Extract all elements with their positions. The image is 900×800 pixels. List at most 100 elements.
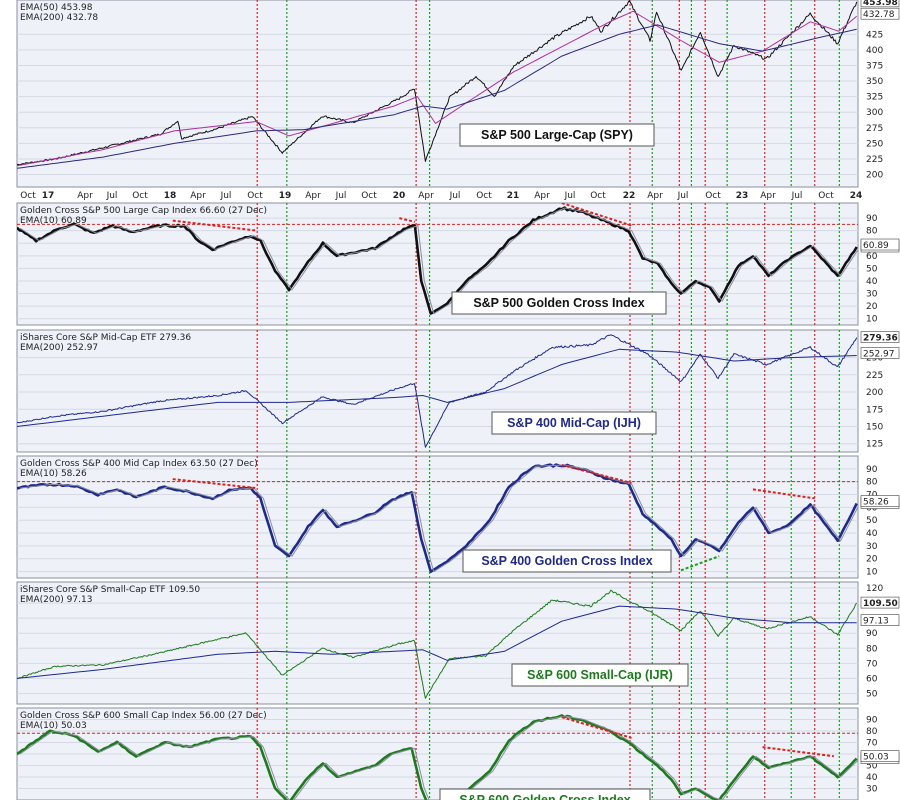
panel-5: 5060708090100110120iShares Core S&P Smal… <box>16 581 900 705</box>
y-tick-label: 30 <box>866 785 878 795</box>
y-tick-label: 125 <box>866 440 883 450</box>
y-tick-label: 90 <box>866 716 878 726</box>
panel-3: 125150175200225250iShares Core S&P Mid-C… <box>16 329 900 453</box>
series-ema10 <box>19 207 858 315</box>
x-tick-label: 20 <box>393 191 406 201</box>
x-tick-label: Jul <box>449 191 461 201</box>
y-tick-label: 40 <box>866 773 878 783</box>
series-price <box>17 589 858 699</box>
legend-entry: EMA(10) 50.03 <box>20 721 87 731</box>
x-tick-label: Jul <box>220 191 232 201</box>
y-tick-label: 90 <box>866 214 878 224</box>
panel-1: 200 225 250 275 300 325 350 375 400 425 EMA(50) 45… <box>16 0 900 188</box>
trendline <box>762 746 834 758</box>
y-tick-label: 200 <box>866 171 883 181</box>
y-tick-label: 300 <box>866 108 883 118</box>
x-tick-label: Oct <box>818 191 834 201</box>
last-value-label: 252.97 <box>863 350 895 360</box>
y-tick-label: 50 <box>866 762 878 772</box>
trendline <box>561 464 632 484</box>
y-tick-label: 50 <box>866 689 878 699</box>
annotation-label: S&P 500 Large-Cap (SPY) <box>481 128 633 142</box>
x-tick-label: 17 <box>42 191 55 201</box>
x-tick-label: Apr <box>77 191 93 201</box>
x-tick-label: Oct <box>705 191 721 201</box>
plot-area <box>16 0 859 188</box>
annotation-box <box>451 291 667 315</box>
series-price <box>17 334 858 448</box>
series-price <box>17 0 858 166</box>
last-value-box <box>860 347 900 359</box>
plot-area <box>16 581 859 705</box>
y-tick-label: 90 <box>866 465 878 475</box>
y-tick-label: 40 <box>866 529 878 539</box>
y-tick-label: 30 <box>866 290 878 300</box>
trendline <box>399 217 416 223</box>
annotation-box <box>459 123 655 147</box>
y-tick-label: 225 <box>866 155 883 165</box>
last-value-box <box>860 0 900 8</box>
legend-entry: Golden Cross S&P 600 Small Cap Index 56.… <box>20 711 267 721</box>
y-tick-label: 60 <box>866 252 878 262</box>
y-tick-label: 350 <box>866 77 883 87</box>
panel-6: 30405060708090Golden Cross S&P 600 Small… <box>16 707 900 800</box>
x-tick-label: 24 <box>850 191 863 201</box>
x-tick-label: 21 <box>507 191 520 201</box>
last-value-label: 50.03 <box>863 753 889 763</box>
last-value-label: 60.89 <box>863 241 889 251</box>
last-value-label: 109.50 <box>863 599 898 609</box>
series-ema50 <box>17 10 858 167</box>
y-tick-label: 70 <box>866 659 878 669</box>
annotation-box <box>462 549 672 573</box>
x-tick-label: Jul <box>677 191 689 201</box>
legend-entry: EMA(10) 60.89 <box>20 216 87 226</box>
last-value-box <box>860 238 900 251</box>
signal-lines <box>256 203 840 325</box>
last-value-box <box>860 614 900 626</box>
y-tick-label: 60 <box>866 674 878 684</box>
signal-lines <box>256 708 840 800</box>
annotation-label: S&P 600 Golden Cross Index <box>459 793 630 800</box>
time-axis-strip <box>17 188 858 202</box>
series-gci <box>17 714 858 800</box>
last-value-label: 432.78 <box>863 10 895 20</box>
annotation-label: S&P 400 Golden Cross Index <box>481 554 652 568</box>
y-tick-label: 375 <box>866 61 883 71</box>
last-value-label: 58.26 <box>863 498 889 508</box>
y-tick-label: 80 <box>866 227 878 237</box>
y-tick-label: 225 <box>866 371 883 381</box>
x-tick-label: Oct <box>20 191 36 201</box>
x-tick-label: Apr <box>760 191 776 201</box>
x-tick-label: Jul <box>106 191 118 201</box>
series-group <box>17 463 858 573</box>
y-tick-label: 50 <box>866 264 878 274</box>
panel-4: 102030405060708090Golden Cross S&P 400 M… <box>16 455 900 579</box>
last-value-label: 279.36 <box>863 334 898 344</box>
y-tick-label: 175 <box>866 405 883 415</box>
legend-entry: EMA(200) 97.13 <box>20 595 92 605</box>
series-group <box>17 203 858 315</box>
last-value-label: 453.98 <box>863 0 898 8</box>
x-tick-label: 22 <box>623 191 636 201</box>
series-gci <box>17 206 858 315</box>
last-value-box <box>860 750 900 762</box>
annotation-label: S&P 500 Golden Cross Index <box>473 296 644 310</box>
y-tick-label: 120 <box>866 584 883 594</box>
annotation-label: S&P 600 Small-Cap (IJR) <box>527 668 673 682</box>
x-tick-label: 23 <box>736 191 749 201</box>
y-tick-label: 400 <box>866 46 883 56</box>
plot-area <box>16 202 859 326</box>
x-tick-label: Apr <box>647 191 663 201</box>
x-tick-label: Apr <box>305 191 321 201</box>
trendline <box>680 555 720 572</box>
y-tick-label: 10 <box>866 568 878 578</box>
last-value-box <box>860 7 900 20</box>
x-tick-label: Jul <box>564 191 576 201</box>
x-tick-label: Jul <box>791 191 803 201</box>
trendline <box>752 488 815 500</box>
legend-entry: Golden Cross S&P 400 Mid Cap Index 63.50… <box>20 459 258 469</box>
y-tick-label: 90 <box>866 629 878 639</box>
annotation-box <box>491 411 657 435</box>
y-tick-label: 425 <box>866 30 883 40</box>
